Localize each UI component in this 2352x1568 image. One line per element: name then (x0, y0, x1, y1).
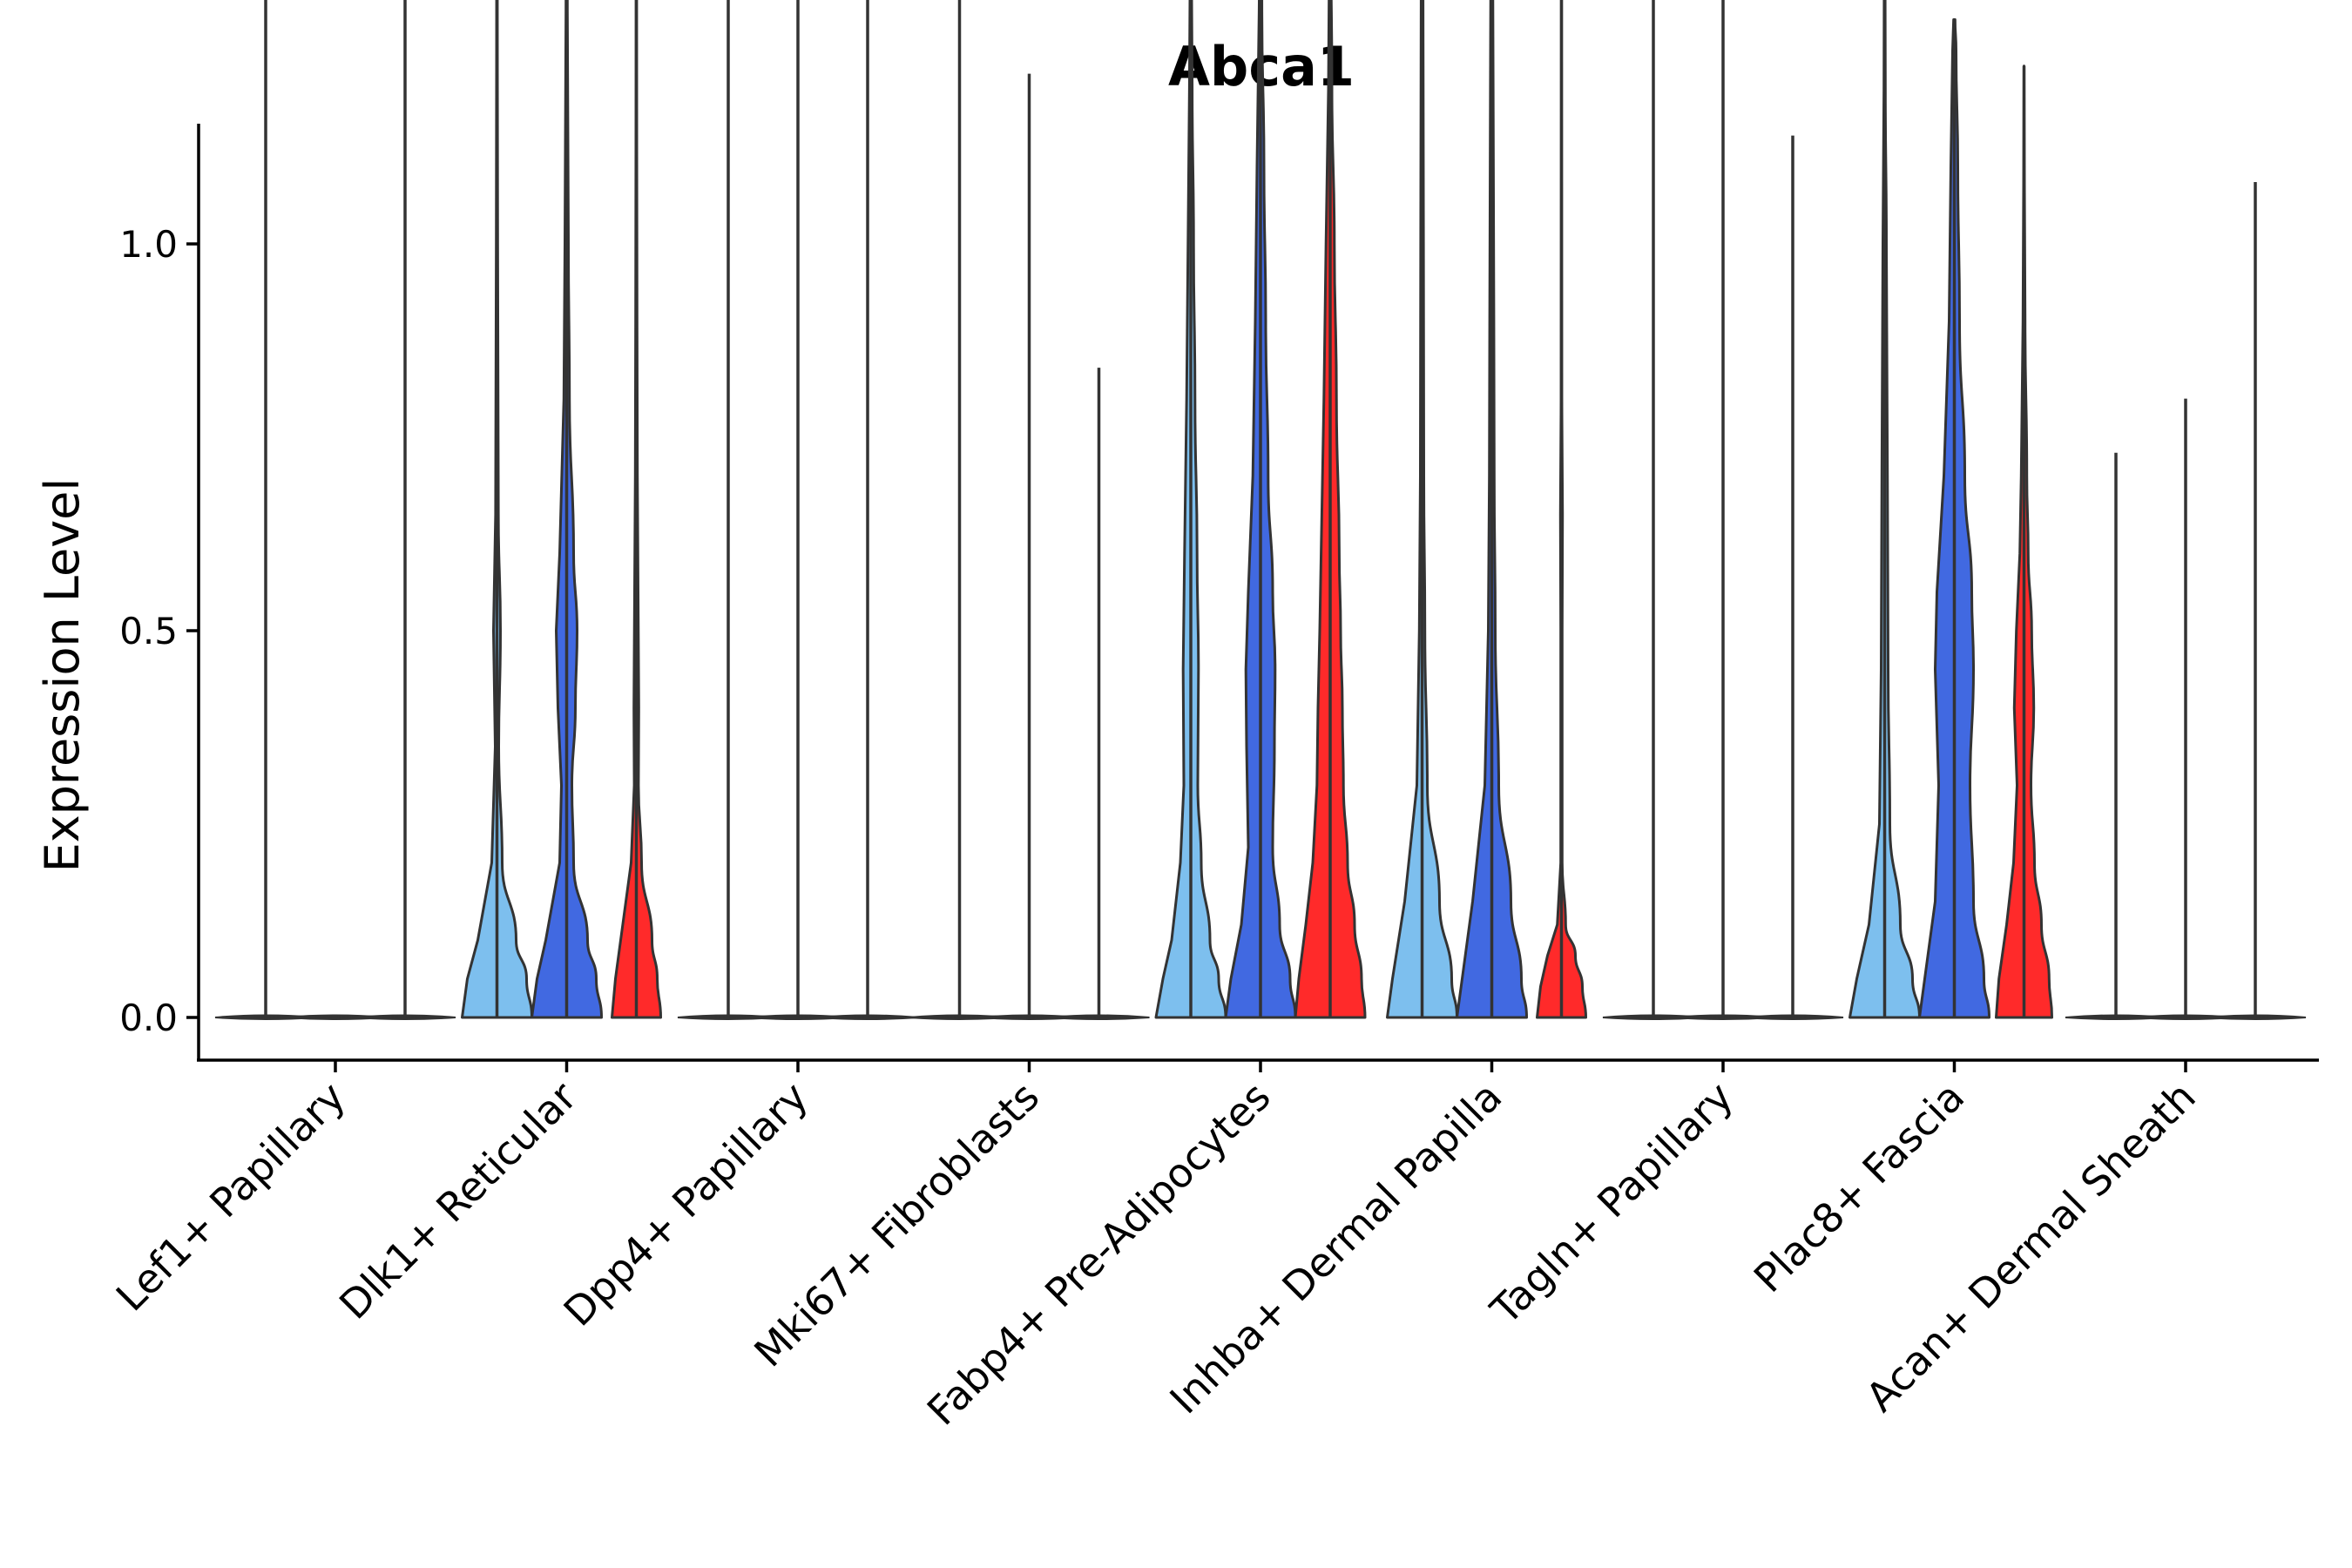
x-tick-label: Dlk1+ Reticular (330, 1073, 585, 1328)
y-ticks: 0.00.51.01.52.0 (119, 223, 199, 1039)
y-tick-label: 0.0 (119, 997, 178, 1039)
x-tick-label: Lef1+ Papillary (107, 1073, 355, 1321)
whisker-layer (214, 0, 2307, 1020)
y-tick-label: 1.0 (119, 223, 178, 266)
x-tick-label: Tagln+ Papillary (1481, 1073, 1742, 1335)
x-tick-label: Dpp4+ Papillary (555, 1073, 817, 1335)
x-tick-label: Plac8+ Fascia (1745, 1073, 1973, 1301)
y-tick-label: 0.5 (119, 610, 178, 652)
violin-layer (461, 0, 2053, 1019)
axes (197, 124, 2319, 1062)
y-axis-label: Expression Level (35, 478, 90, 873)
